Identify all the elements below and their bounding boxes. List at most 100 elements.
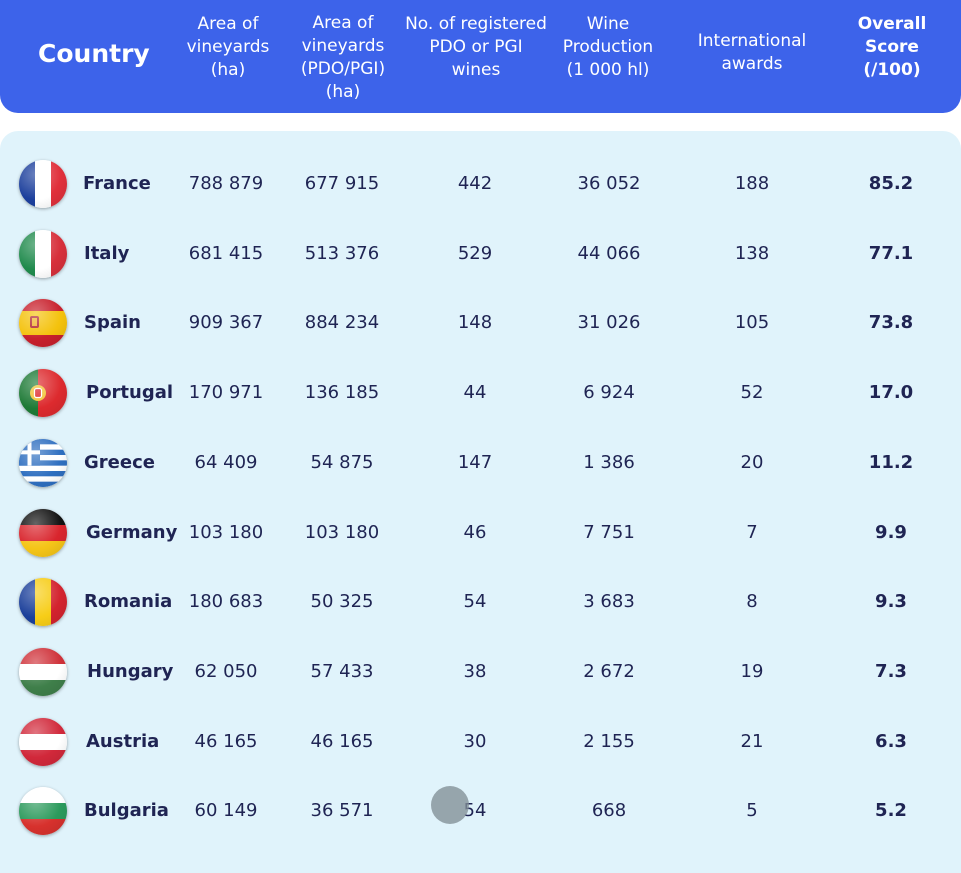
greece-flag-icon — [19, 439, 67, 487]
cell-awards: 20 — [740, 452, 764, 473]
cell-pdo-area: 54 875 — [310, 452, 374, 473]
bulgaria-flag-icon — [19, 787, 67, 835]
cell-production: 7 751 — [583, 522, 635, 543]
cell-awards: 19 — [740, 661, 764, 682]
cell-pdo-area: 50 325 — [310, 591, 374, 612]
table-row: Austria 46 165 46 165 30 2 155 21 6.3 — [0, 718, 961, 788]
cell-score: 11.2 — [868, 452, 914, 473]
cell-pdo-area: 103 180 — [304, 522, 380, 543]
cell-awards: 21 — [740, 731, 764, 752]
cell-area: 909 367 — [188, 312, 264, 333]
country-name: France — [83, 173, 151, 194]
cell-registered: 147 — [457, 452, 493, 473]
header-overall-score: Overall Score (/100) — [857, 14, 927, 80]
country-name: Romania — [84, 591, 173, 612]
cell-pdo-area: 677 915 — [304, 173, 380, 194]
country-name: Germany — [86, 522, 178, 543]
cell-score: 73.8 — [868, 312, 914, 333]
cell-score: 9.9 — [875, 522, 907, 543]
cursor-indicator — [431, 786, 469, 824]
cell-pdo-area: 57 433 — [310, 661, 374, 682]
italy-flag-icon — [19, 230, 67, 278]
header-international-awards: International awards — [697, 31, 807, 74]
table-row: Hungary 62 050 57 433 38 2 672 19 7.3 — [0, 648, 961, 718]
table-body — [0, 131, 961, 873]
cell-registered: 442 — [457, 173, 493, 194]
cell-production: 3 683 — [583, 591, 635, 612]
cell-score: 85.2 — [868, 173, 914, 194]
cell-area: 103 180 — [188, 522, 264, 543]
cell-production: 31 026 — [577, 312, 641, 333]
cell-registered: 529 — [457, 243, 493, 264]
country-name: Portugal — [86, 382, 174, 403]
country-name: Greece — [84, 452, 155, 473]
cell-pdo-area: 36 571 — [310, 800, 374, 821]
cell-production: 6 924 — [583, 382, 635, 403]
cell-pdo-area: 884 234 — [304, 312, 380, 333]
header-area-of-vineyards: Area of vineyards (ha) — [186, 14, 270, 80]
table-row: Spain 909 367 884 234 148 31 026 105 73.8 — [0, 299, 961, 369]
cell-area: 62 050 — [194, 661, 258, 682]
table-row: Italy 681 415 513 376 529 44 066 138 77.1 — [0, 230, 961, 300]
cell-pdo-area: 46 165 — [310, 731, 374, 752]
cell-registered: 30 — [463, 731, 487, 752]
cell-pdo-area: 513 376 — [304, 243, 380, 264]
cell-registered: 54 — [463, 800, 487, 821]
cell-area: 46 165 — [194, 731, 258, 752]
cell-awards: 5 — [746, 800, 758, 821]
cell-awards: 7 — [746, 522, 758, 543]
cell-production: 1 386 — [583, 452, 635, 473]
cell-production: 36 052 — [577, 173, 641, 194]
cell-awards: 105 — [734, 312, 770, 333]
country-name: Italy — [84, 243, 130, 264]
cell-area: 681 415 — [188, 243, 264, 264]
cell-area: 60 149 — [194, 800, 258, 821]
cell-production: 2 155 — [583, 731, 635, 752]
country-name: Hungary — [87, 661, 174, 682]
table-row: Greece 64 409 54 875 147 1 386 20 11.2 — [0, 439, 961, 509]
header-country: Country — [38, 39, 150, 68]
table-row: Romania 180 683 50 325 54 3 683 8 9.3 — [0, 578, 961, 648]
cell-area: 64 409 — [194, 452, 258, 473]
table-header: Country Area of vineyards (ha) Area of vine… — [0, 0, 961, 113]
cell-pdo-area: 136 185 — [304, 382, 380, 403]
austria-flag-icon — [19, 718, 67, 766]
cell-score: 7.3 — [875, 661, 907, 682]
france-flag-icon — [19, 160, 67, 208]
cell-score: 5.2 — [875, 800, 907, 821]
cell-area: 170 971 — [188, 382, 264, 403]
cell-registered: 148 — [457, 312, 493, 333]
hungary-flag-icon — [19, 648, 67, 696]
cell-awards: 188 — [734, 173, 770, 194]
header-wine-production: Wine Production (1 000 hl) — [562, 14, 654, 80]
spain-flag-icon — [19, 299, 67, 347]
portugal-flag-icon — [19, 369, 67, 417]
table-row: Portugal 170 971 136 185 44 6 924 52 17.0 — [0, 369, 961, 439]
table-row: France 788 879 677 915 442 36 052 188 85.2 — [0, 160, 961, 230]
cell-awards: 52 — [740, 382, 764, 403]
cell-registered: 38 — [463, 661, 487, 682]
cell-registered: 44 — [463, 382, 487, 403]
cell-awards: 138 — [734, 243, 770, 264]
country-name: Bulgaria — [84, 800, 169, 821]
country-name: Spain — [84, 312, 141, 333]
table-row: Germany 103 180 103 180 46 7 751 7 9.9 — [0, 509, 961, 579]
cell-area: 788 879 — [188, 173, 264, 194]
country-name: Austria — [86, 731, 160, 752]
cell-score: 77.1 — [868, 243, 914, 264]
header-area-pdo-pgi: Area of vineyards (PDO/PGI) (ha) — [300, 13, 386, 102]
header-registered-wines: No. of registered PDO or PGI wines — [405, 14, 547, 80]
cell-area: 180 683 — [188, 591, 264, 612]
cell-awards: 8 — [746, 591, 758, 612]
cell-registered: 54 — [463, 591, 487, 612]
cell-score: 9.3 — [875, 591, 907, 612]
germany-flag-icon — [19, 509, 67, 557]
cell-score: 17.0 — [868, 382, 914, 403]
table-row: Bulgaria 60 149 36 571 54 668 5 5.2 — [0, 787, 961, 857]
romania-flag-icon — [19, 578, 67, 626]
cell-registered: 46 — [463, 522, 487, 543]
cell-production: 44 066 — [577, 243, 641, 264]
cell-production: 2 672 — [583, 661, 635, 682]
cell-score: 6.3 — [875, 731, 907, 752]
cell-production: 668 — [591, 800, 627, 821]
